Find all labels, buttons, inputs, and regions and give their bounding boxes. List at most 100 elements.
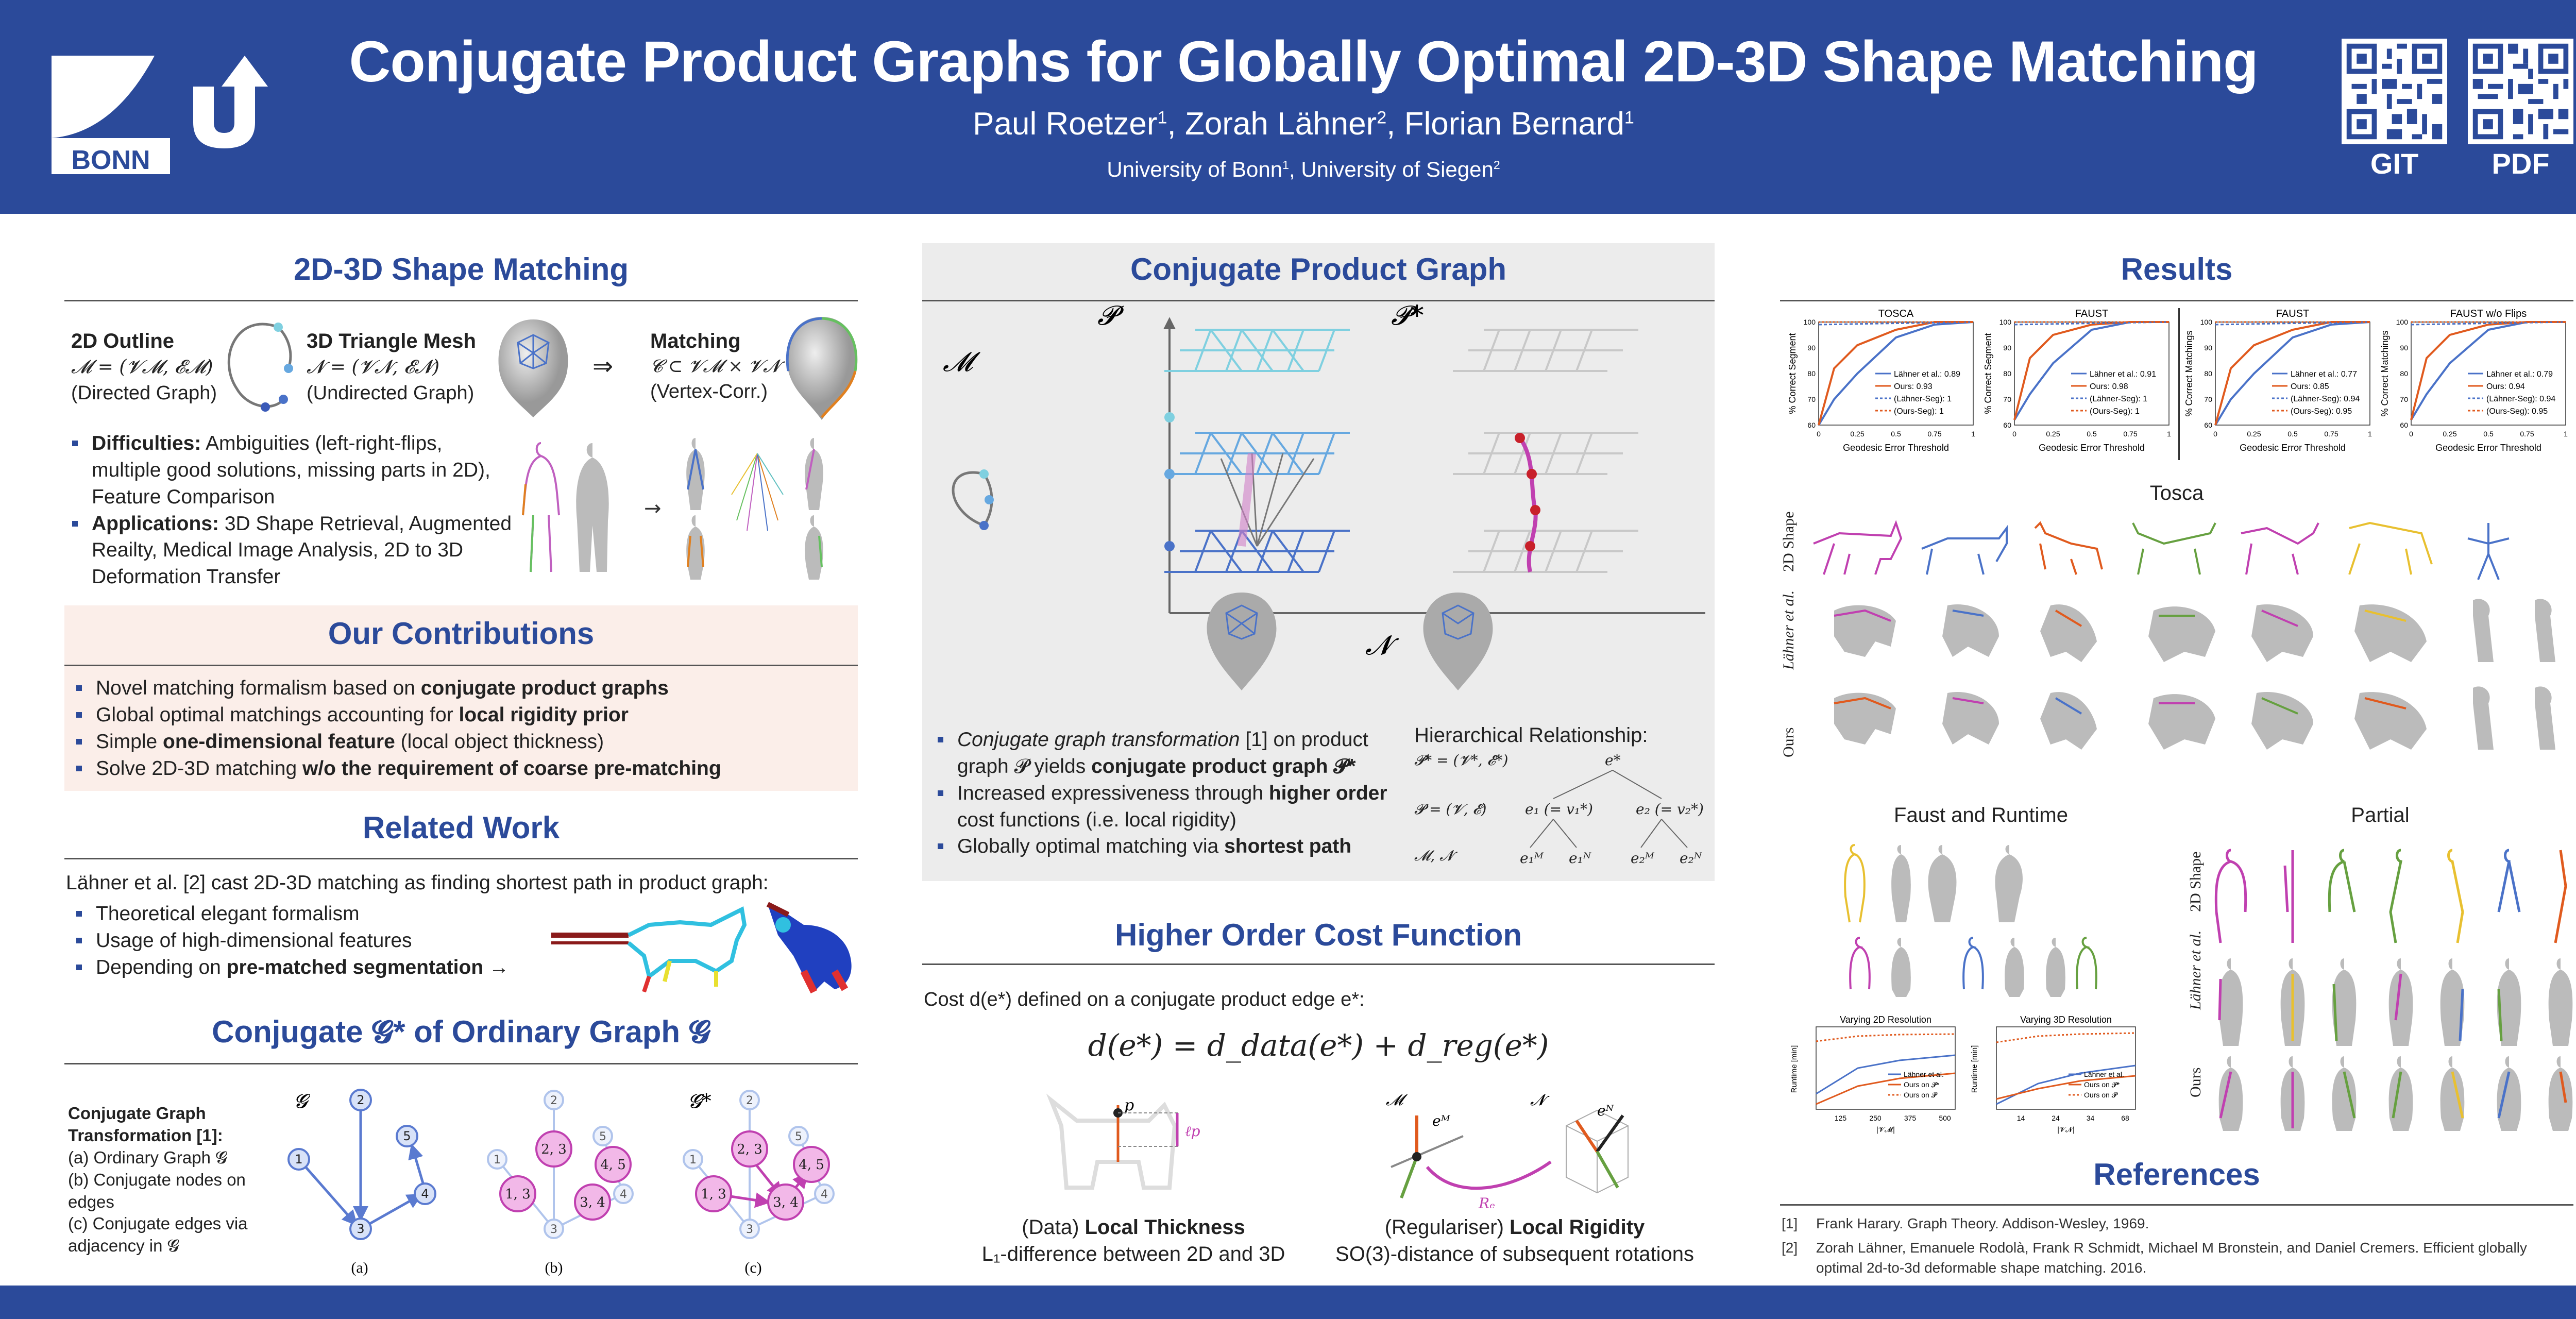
contribution-item: Global optimal matchings accounting for … [71, 702, 844, 729]
result-block: Matching 𝓒 ⊂ 𝓥𝓜 × 𝓥𝓝 (Vertex-Corr.) [650, 327, 805, 405]
implies-arrow: ⇒ [592, 353, 614, 380]
results-plots: TOSCA % Correct Segment Geodesic Error Thr… [1787, 308, 2568, 453]
y-tick-label: 100 [2200, 318, 2213, 326]
x-tick-label: 0.5 [2287, 430, 2298, 438]
plot-xlabel: Geodesic Error Threshold [2240, 443, 2346, 453]
section-title-matching: 2D-3D Shape Matching [293, 252, 629, 286]
row-label-lahner-partial: Lähner et al. [2187, 930, 2204, 1010]
section-rule [922, 300, 1715, 301]
legend-label: Lähner et al.: 0.89 [1894, 370, 1960, 379]
plot-xlabel: Geodesic Error Threshold [2039, 443, 2145, 453]
hierarchy-tree-figure: 𝓟* = (𝓥*, 𝓔*) 𝓟 = (𝓥, 𝓔) 𝓜, 𝓝 e* e₁ (= v… [1414, 752, 1704, 867]
section-rule [922, 963, 1715, 965]
outline-note: (Directed Graph) [71, 382, 217, 404]
conjugate-product-graph-figure: 𝓟 𝓟* 𝓜 𝓝 [943, 304, 1705, 690]
runtime-plot: Varying 2D Resolution Runtime [min] 125 250… [1790, 1014, 1956, 1134]
y-tick-label: 80 [2204, 369, 2212, 378]
plot-xlabel: Geodesic Error Threshold [2435, 443, 2541, 453]
row-label-2d-partial: 2D Shape [2187, 851, 2204, 912]
runtime-series [1816, 1054, 1956, 1095]
contributions-panel [64, 605, 858, 791]
ref-num: [1] [1782, 1215, 1798, 1231]
series-line-lahner-seg [2411, 321, 2566, 326]
series-line-ours [2013, 321, 2169, 420]
related-list: Theoretical elegant formalism Usage of h… [71, 901, 586, 981]
outline-graph-figure [227, 323, 293, 412]
y-tick-label: 80 [2003, 369, 2011, 378]
hier-line: 𝓟 = (𝓥, 𝓔) [1414, 801, 1486, 818]
runtime-series [1996, 1075, 2136, 1100]
label-M: 𝓜 [1386, 1091, 1408, 1109]
conjugate-desc-item: (a) Ordinary Graph 𝓖 [68, 1147, 228, 1167]
section-title-cpg: Conjugate Product Graph [1130, 252, 1507, 286]
section-title-conjugate: Conjugate 𝓖* of Ordinary Graph 𝓖 [212, 1014, 710, 1049]
row-label-2d: 2D Shape [1780, 511, 1797, 572]
qr-code-pdf[interactable] [2468, 39, 2573, 144]
bullet-difficulties: Difficulties: Ambiguities (left-right-fl… [67, 430, 515, 511]
plot-xlabel: Geodesic Error Threshold [1843, 443, 1949, 453]
cost-intro: Cost d(e*) defined on a conjugate produc… [924, 989, 1365, 1010]
segmented-cat-figure [551, 902, 852, 994]
tree-node: e* [1605, 752, 1621, 769]
x-tick-label: 0 [2409, 430, 2413, 438]
section-title-references: References [2093, 1157, 2260, 1192]
label-lp: ℓp [1185, 1123, 1200, 1140]
x-tick-label: 0.25 [2443, 430, 2456, 438]
tree-node: e₁ᴺ [1569, 850, 1591, 867]
section-rule [64, 300, 858, 301]
legend-label: Ours: 0.93 [1894, 382, 1933, 391]
tosca-shapes-figure [1813, 520, 2555, 750]
y-tick-label: 90 [1807, 344, 1816, 352]
faust-shapes-figure [1844, 844, 2097, 997]
x-tick-label: 0.75 [2324, 430, 2338, 438]
section-rule [1780, 1204, 2573, 1206]
legend-label: (Ours-Seg): 1 [1894, 407, 1944, 416]
legend-label: Lähner et al.: 0.77 [2291, 370, 2357, 379]
section-rule [64, 665, 858, 666]
x-tick-label: 0.25 [2247, 430, 2261, 438]
mesh-math: 𝓝 = (𝓥𝓝, 𝓔𝓝) [307, 357, 440, 378]
ref-text: Zorah Lähner, Emanuele Rodolà, Frank R S… [1816, 1240, 2527, 1276]
label-P: 𝓟 [1097, 304, 1124, 331]
matching-result-figure [786, 317, 858, 420]
runtime-xlabel: |𝓥𝓜| [1876, 1126, 1895, 1134]
y-tick-label: 60 [2400, 421, 2408, 429]
y-tick-label: 90 [2204, 344, 2212, 352]
qr-label-pdf: PDF [2492, 147, 2550, 180]
contribution-item: Simple one-dimensional feature (local ob… [71, 729, 844, 755]
series-line-lahner [2214, 321, 2370, 426]
legend-label: (Ours-Seg): 0.95 [2486, 407, 2548, 416]
plot-frame [1818, 322, 1974, 426]
sub-label: (b) [545, 1259, 563, 1276]
tree-node: e₂ (= v₂*) [1636, 801, 1704, 818]
label-N: 𝓝 [1530, 1091, 1550, 1109]
contribution-item: Novel matching formalism based on conjug… [71, 675, 844, 702]
cpg-bullet: Conjugate graph transformation [1] on pr… [933, 726, 1391, 780]
tree-node: e₂ᴹ [1631, 850, 1655, 867]
qr-code-git[interactable] [2342, 39, 2447, 144]
conjugate-desc-title: Conjugate Graph Transformation [1]: [68, 1104, 223, 1145]
runtime-title: Varying 3D Resolution [2020, 1014, 2112, 1025]
series-line-lahner-seg [2215, 321, 2370, 326]
y-tick-label: 100 [2396, 318, 2409, 326]
node-label: 1 [295, 1152, 302, 1166]
author-name: Florian Bernard [1404, 106, 1624, 142]
row-label-ours: Ours [1780, 727, 1797, 757]
section-title-results: Results [2121, 252, 2233, 286]
data-term-caption: (Data) Local Thickness [1022, 1216, 1245, 1239]
y-tick-label: 90 [2400, 344, 2408, 352]
x-tick-label: 0.25 [2046, 430, 2060, 438]
sub-label: (c) [744, 1259, 761, 1276]
university-siegen-logo [193, 56, 268, 148]
tree-node: e₂ᴺ [1680, 850, 1702, 867]
x-tick-label: 1 [2368, 430, 2372, 438]
hier-line: 𝓜, 𝓝 [1414, 847, 1458, 864]
plot-frame [2215, 322, 2370, 426]
runtime-ylabel: Runtime [min] [1790, 1045, 1799, 1093]
legend-label: (Lähner-Seg): 0.94 [2291, 395, 2360, 403]
y-tick-label: 90 [2003, 344, 2011, 352]
graph-label-g: 𝓖 [294, 1090, 311, 1112]
runtime-series [1996, 1032, 2136, 1043]
cpg-bullet: Globally optimal matching via shortest p… [933, 833, 1391, 860]
result-note: (Vertex-Corr.) [650, 380, 768, 402]
